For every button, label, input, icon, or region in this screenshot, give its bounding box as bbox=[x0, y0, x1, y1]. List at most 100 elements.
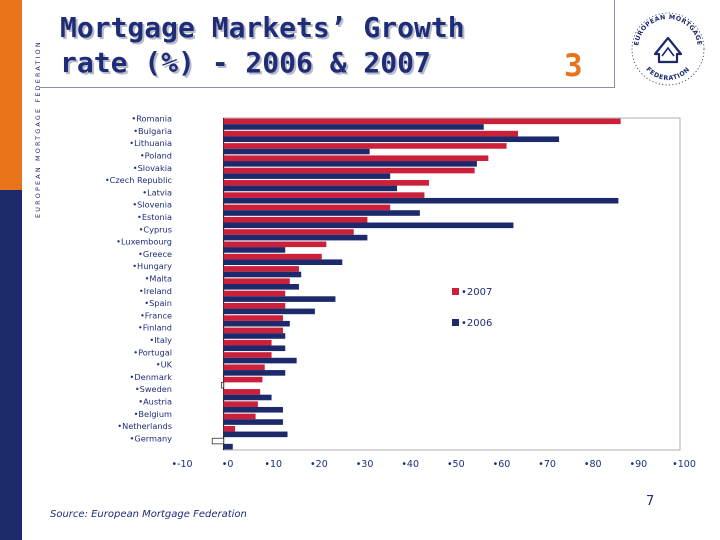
y-tick-label: •Austria bbox=[138, 396, 172, 406]
bar-2007-lithuania bbox=[223, 143, 507, 149]
y-tick-label: •Cyprus bbox=[139, 224, 172, 234]
y-tick-label: •Greece bbox=[138, 249, 172, 259]
bar-2007-spain bbox=[223, 302, 286, 309]
slide-number: 3 bbox=[564, 48, 583, 84]
x-tick-label: •50 bbox=[447, 459, 465, 470]
x-tick-label: •100 bbox=[672, 459, 696, 470]
bar-2006-hungary bbox=[223, 271, 302, 278]
bar-2006-bulgaria bbox=[223, 136, 560, 143]
bar-2007-france bbox=[223, 315, 283, 321]
bar-2006-czech-republic bbox=[223, 185, 398, 192]
bar-2006-malta bbox=[223, 284, 299, 290]
bar-2007-poland bbox=[223, 155, 489, 162]
y-tick-label: •Italy bbox=[149, 335, 172, 345]
bar-2007-latvia bbox=[223, 192, 425, 198]
x-tick-label: •-10 bbox=[171, 459, 192, 470]
bar-2006-portugal bbox=[223, 357, 297, 364]
y-tick-label: •Czech Republic bbox=[105, 175, 172, 185]
y-tick-label: •Spain bbox=[144, 298, 172, 308]
y-tick-label: •Denmark bbox=[130, 372, 173, 382]
bar-2006-greece bbox=[223, 259, 343, 266]
source-note: Source: European Mortgage Federation bbox=[50, 509, 247, 520]
x-tick-label: •70 bbox=[538, 459, 556, 470]
bar-2006-netherlands bbox=[223, 431, 288, 438]
bar-2007-denmark bbox=[223, 376, 263, 383]
bar-2007-italy bbox=[223, 339, 272, 346]
bar-2006-cyprus bbox=[223, 234, 368, 241]
legend-swatch-2007 bbox=[452, 288, 459, 295]
left-color-bar bbox=[0, 0, 22, 540]
slide-title: Mortgage Markets’ Growth rate (%) - 2006… bbox=[60, 10, 465, 80]
bar-2006-uk bbox=[223, 370, 286, 376]
header-divider bbox=[40, 87, 615, 88]
bar-2006-austria bbox=[223, 406, 283, 413]
y-tick-label: •Ireland bbox=[139, 286, 172, 296]
y-tick-label: •Germany bbox=[130, 433, 173, 443]
house-icon bbox=[653, 36, 683, 64]
y-tick-label: •Luxembourg bbox=[116, 237, 172, 247]
legend-label-2007: •2007 bbox=[461, 287, 492, 298]
bar-2007-germany bbox=[211, 437, 225, 445]
chart-bars bbox=[211, 118, 621, 450]
bar-2007-greece bbox=[223, 253, 322, 260]
bar-2006-italy bbox=[223, 345, 286, 352]
house-roof-inner-icon bbox=[661, 46, 675, 57]
y-tick-label: •France bbox=[140, 310, 172, 320]
bar-2007-sweden bbox=[223, 389, 261, 395]
bar-2007-portugal bbox=[223, 352, 272, 358]
bar-2006-belgium bbox=[223, 419, 283, 425]
y-axis-labels: •Romania •Bulgaria •Lithuania •Poland •Slova… bbox=[105, 114, 173, 444]
y-tick-label: •Malta bbox=[145, 274, 172, 284]
y-tick-label: •Bulgaria bbox=[133, 126, 172, 136]
y-tick-label: •Slovenia bbox=[132, 200, 172, 210]
x-tick-label: •90 bbox=[630, 459, 648, 470]
bar-2006-germany bbox=[223, 443, 233, 450]
page-number: 7 bbox=[646, 494, 655, 509]
bar-2006-france bbox=[223, 320, 290, 327]
x-tick-label: •20 bbox=[310, 459, 328, 470]
bar-2007-romania bbox=[223, 118, 621, 125]
y-tick-label: •Latvia bbox=[142, 187, 172, 197]
bar-2007-belgium bbox=[223, 413, 256, 420]
bar-2007-slovakia bbox=[223, 167, 475, 174]
bar-2006-denmark bbox=[220, 381, 225, 389]
header-divider-vertical bbox=[614, 0, 615, 88]
y-tick-label: •Portugal bbox=[133, 347, 172, 357]
bar-2006-spain bbox=[223, 308, 315, 315]
legend-swatch-2006 bbox=[452, 319, 459, 326]
slide-title-line1: Mortgage Markets’ Growth bbox=[60, 11, 465, 44]
emf-logo: EUROPEAN MORTGAGE FEDERATION bbox=[631, 12, 705, 86]
x-tick-label: •40 bbox=[401, 459, 419, 470]
x-tick-label: •30 bbox=[356, 459, 374, 470]
y-tick-label: •Finland bbox=[138, 323, 172, 333]
bar-2006-poland bbox=[223, 161, 477, 167]
bar-2007-cyprus bbox=[223, 229, 354, 235]
y-tick-label: •Romania bbox=[131, 114, 172, 124]
y-tick-label: •UK bbox=[156, 360, 173, 370]
slide-title-line2: rate (%) - 2006 & 2007 bbox=[60, 46, 431, 79]
bar-2006-romania bbox=[223, 124, 484, 130]
y-tick-label: •Sweden bbox=[135, 384, 172, 394]
bar-2006-luxembourg bbox=[223, 247, 286, 253]
bar-2006-sweden bbox=[223, 394, 272, 401]
bar-2007-czech-republic bbox=[223, 180, 429, 186]
bar-2007-hungary bbox=[223, 266, 299, 272]
bar-2007-malta bbox=[223, 278, 290, 284]
y-tick-label: •Belgium bbox=[134, 409, 172, 419]
bar-2007-netherlands bbox=[223, 425, 236, 432]
y-tick-label: •Hungary bbox=[132, 261, 172, 271]
y-tick-label: •Slovakia bbox=[133, 163, 172, 173]
x-tick-label: •80 bbox=[584, 459, 602, 470]
y-tick-label: •Lithuania bbox=[129, 138, 172, 148]
y-tick-label: •Estonia bbox=[137, 212, 172, 222]
bar-2006-latvia bbox=[223, 197, 619, 204]
bar-2007-uk bbox=[223, 364, 265, 371]
bar-2006-ireland bbox=[223, 296, 336, 302]
bar-2006-estonia bbox=[223, 222, 514, 229]
bar-2006-lithuania bbox=[223, 148, 370, 155]
legend-label-2006: •2006 bbox=[461, 318, 492, 329]
bar-2007-slovenia bbox=[223, 204, 391, 211]
bar-2007-bulgaria bbox=[223, 130, 518, 137]
left-bar-orange bbox=[0, 0, 22, 190]
